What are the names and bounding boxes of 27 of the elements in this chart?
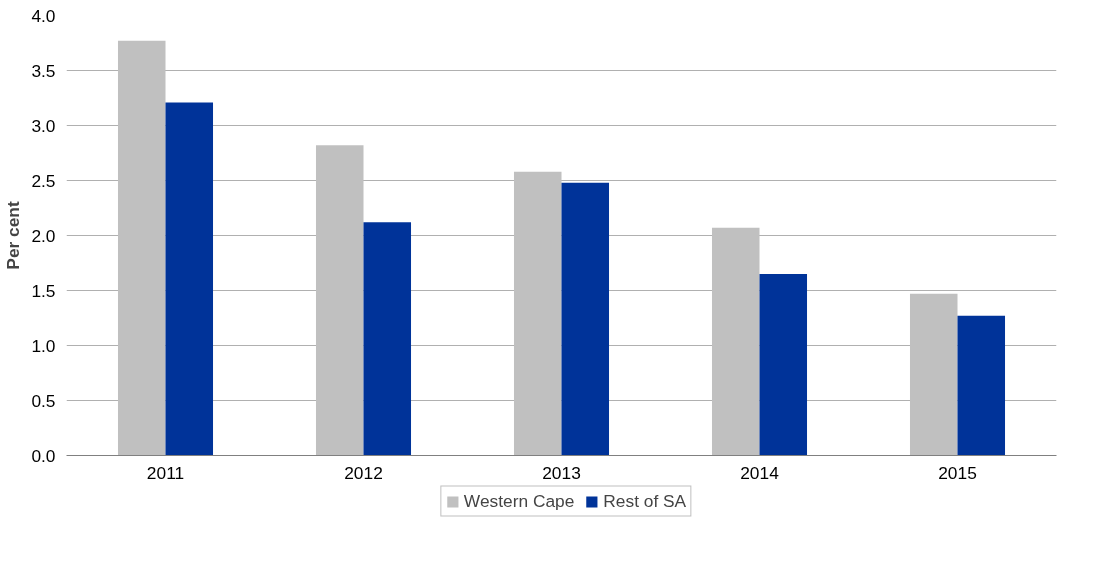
bar: [759, 274, 808, 456]
x-tick-label: 2012: [344, 462, 383, 483]
x-tick-label: 2015: [938, 462, 977, 483]
bar: [363, 222, 412, 456]
x-tick-label: 2011: [146, 462, 185, 483]
bar: [909, 293, 958, 456]
bar: [561, 182, 610, 456]
y-tick-label: 4.0: [31, 5, 56, 26]
bar: [117, 40, 166, 456]
bar: [315, 145, 364, 456]
bar: [513, 171, 562, 456]
y-tick-label: 2.0: [31, 225, 56, 246]
y-tick-label: 0.5: [31, 390, 56, 411]
bar: [711, 227, 760, 456]
y-tick-label: 1.5: [31, 280, 56, 301]
x-tick-label: 2013: [542, 462, 581, 483]
bar: [165, 102, 214, 456]
y-tick-label: 2.5: [31, 170, 56, 191]
y-axis-title: Per cent: [3, 201, 24, 270]
bar: [957, 315, 1006, 456]
y-tick-label: 1.0: [31, 335, 56, 356]
x-tick-label: 2014: [740, 462, 780, 483]
y-tick-label: 3.5: [31, 60, 56, 81]
y-tick-label: 3.0: [31, 115, 56, 136]
y-tick-label: 0.0: [31, 445, 56, 466]
legend-label: Rest of SA: [603, 490, 687, 512]
legend-label: Western Cape: [463, 490, 575, 512]
